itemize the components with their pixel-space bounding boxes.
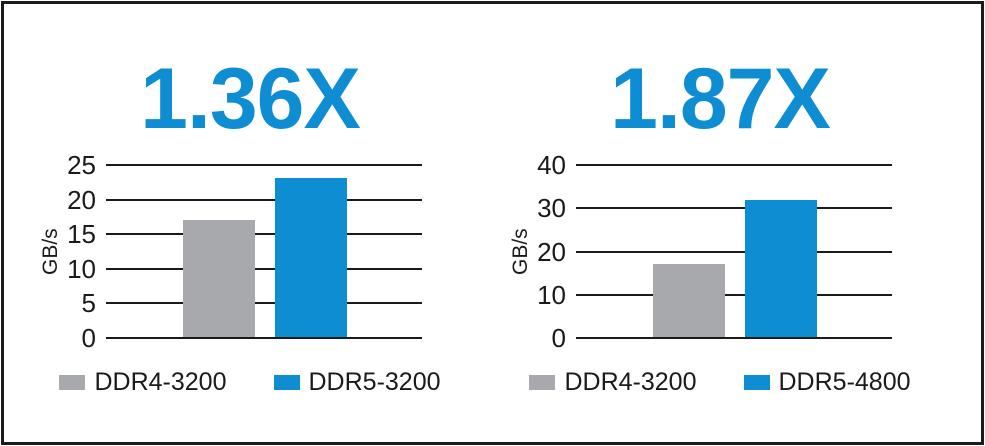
gridline [576,207,892,210]
y-tick-label: 15 [67,219,96,250]
legend-item-ddr4-3200: DDR4-3200 [59,368,227,397]
gridline [106,302,422,305]
gridline [106,164,422,166]
y-tick-label: 5 [81,288,96,319]
chart-ddr5-3200-bandwidth: 1.36X GB/s 0 5 10 15 20 25 DDR4-3200 DDR5-3200 [35,4,465,438]
legend-swatch [529,375,556,390]
bar-ddr4-3200 [653,264,725,338]
y-tick-label: 25 [67,150,96,180]
legend-label: DDR5-3200 [308,368,441,396]
gridline [106,267,422,270]
y-axis-ticks: 0 10 20 30 40 [505,152,566,351]
y-tick-label: 10 [67,253,96,284]
y-tick-label: 20 [67,184,96,215]
bar-ddr5-4800 [745,200,817,338]
plot-area [576,164,892,339]
gridline [576,293,892,296]
gridline [106,233,422,236]
y-tick-label: 0 [551,323,566,353]
legend-item-ddr5-3200: DDR5-3200 [273,368,441,397]
bar-ddr4-3200 [183,220,255,338]
y-axis-ticks: 0 5 10 15 20 25 [35,152,96,351]
legend-label: DDR5-4800 [778,368,911,396]
legend: DDR4-3200 DDR5-3200 [35,368,465,397]
x-axis-line [576,337,892,339]
legend-label: DDR4-3200 [94,368,227,396]
plot-area [106,164,422,339]
legend-label: DDR4-3200 [564,368,697,396]
speedup-title: 1.87X [610,51,831,147]
y-tick-label: 20 [537,236,566,267]
legend-item-ddr4-3200: DDR4-3200 [529,368,697,397]
legend-swatch [743,375,770,390]
y-tick-label: 0 [81,323,96,353]
legend-swatch [59,375,86,390]
legend: DDR4-3200 DDR5-4800 [505,368,935,397]
gridline [576,250,892,253]
y-tick-label: 40 [537,150,566,180]
gridline [576,164,892,166]
y-tick-label: 30 [537,193,566,224]
chart-ddr5-4800-bandwidth: 1.87X GB/s 0 10 20 30 40 DDR4-3200 DDR5-4800 [505,4,935,438]
y-tick-label: 10 [537,279,566,310]
legend-swatch [273,375,300,390]
x-axis-line [106,337,422,339]
bar-ddr5-3200 [275,178,347,338]
speedup-title: 1.36X [140,51,361,147]
gridline [106,198,422,201]
legend-item-ddr5-4800: DDR5-4800 [743,368,911,397]
